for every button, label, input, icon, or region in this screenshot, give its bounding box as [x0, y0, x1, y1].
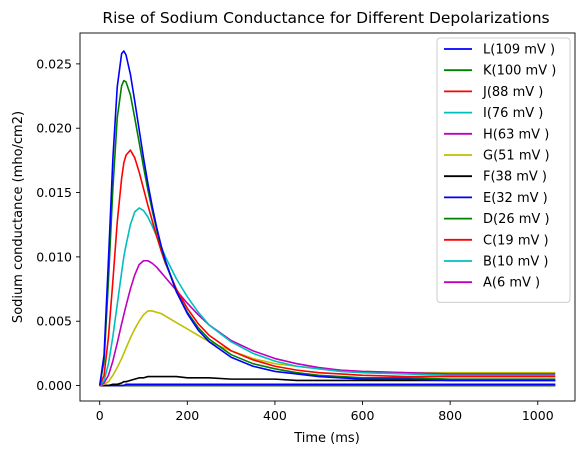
plot-frame	[79, 32, 576, 402]
y-tick-label: 0.015	[36, 185, 72, 200]
series-line	[99, 259, 556, 387]
legend-label: A(6 mV )	[483, 276, 540, 291]
series-line	[98, 50, 556, 386]
plot-area	[98, 50, 556, 387]
legend-label: F(38 mV )	[483, 170, 547, 185]
y-tick-label: 0.025	[36, 56, 72, 71]
legend-label: L(109 mV )	[483, 43, 555, 58]
series-line	[99, 383, 556, 387]
legend-label: K(100 mV )	[483, 64, 556, 79]
x-tick-label: 800	[438, 408, 462, 423]
legend-label: I(76 mV )	[483, 106, 543, 121]
y-axis: 0.000 0.005 0.010 0.015 0.020 0.025	[36, 56, 80, 393]
legend-box	[436, 37, 571, 303]
x-tick-label: 200	[175, 408, 199, 423]
chart-title: Rise of Sodium Conductance for Different…	[102, 9, 549, 27]
legend-label: J(88 mV )	[482, 85, 543, 100]
legend-label: C(19 mV )	[483, 233, 549, 248]
series-lines	[98, 50, 556, 387]
y-tick-label: 0.020	[36, 121, 72, 136]
legend-label: E(32 mV )	[483, 191, 548, 206]
x-axis-label: Time (ms)	[293, 431, 360, 446]
x-tick-label: 0	[96, 408, 104, 423]
y-tick-label: 0.010	[36, 249, 72, 264]
x-axis: 0 200 400 600 800 1000	[96, 401, 554, 423]
series-line	[99, 375, 556, 387]
legend-label: B(10 mV )	[483, 255, 548, 270]
y-tick-label: 0.005	[36, 314, 72, 329]
y-tick-label: 0.000	[36, 378, 72, 393]
legend: L(109 mV ) K(100 mV ) J(88 mV ) I(76 mV ) H(…	[436, 37, 571, 303]
legend-label: H(63 mV )	[483, 127, 549, 142]
x-tick-label: 1000	[522, 408, 554, 423]
legend-label: D(26 mV )	[483, 212, 550, 227]
x-tick-label: 600	[351, 408, 375, 423]
x-tick-label: 400	[263, 408, 287, 423]
legend-label: G(51 mV )	[483, 149, 550, 164]
y-axis-label: Sodium conductance (mho/cm2)	[11, 111, 26, 323]
